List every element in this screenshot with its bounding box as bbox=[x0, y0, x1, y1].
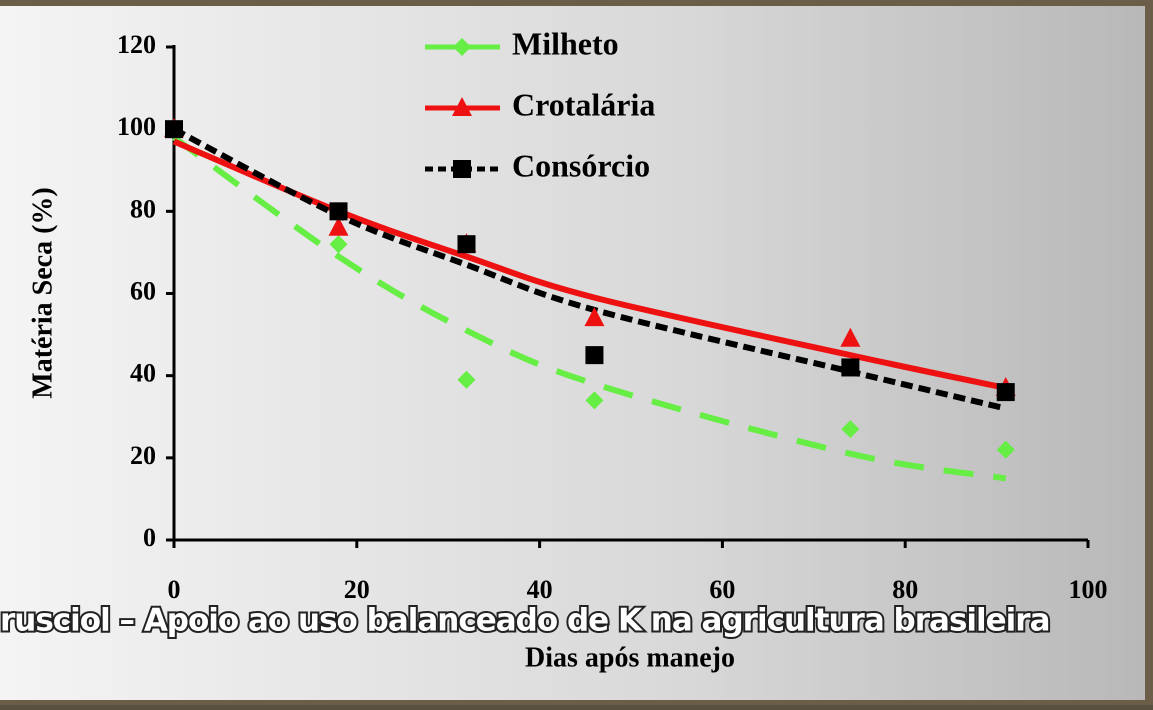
trend-line bbox=[172, 134, 1007, 482]
chart-panel bbox=[0, 6, 1145, 700]
data-point bbox=[996, 440, 1015, 459]
legend-label: Milheto bbox=[512, 25, 619, 61]
data-point bbox=[840, 327, 861, 347]
x-tick-label: 80 bbox=[892, 575, 918, 604]
y-tick-label: 20 bbox=[130, 441, 156, 470]
y-axis-title: Matéria Seca (%) bbox=[27, 187, 58, 398]
data-point bbox=[585, 346, 604, 365]
legend-label: Crotalária bbox=[512, 86, 655, 122]
data-point bbox=[329, 235, 348, 254]
y-tick-label: 0 bbox=[143, 523, 156, 552]
data-point bbox=[841, 420, 860, 439]
x-tick-label: 0 bbox=[168, 575, 181, 604]
data-point bbox=[584, 307, 605, 327]
data-point bbox=[329, 202, 348, 221]
x-tick-label: 60 bbox=[709, 575, 735, 604]
x-tick-label: 40 bbox=[527, 575, 553, 604]
x-tick-label: 100 bbox=[1069, 575, 1108, 604]
trend-line bbox=[172, 126, 1007, 412]
legend-marker bbox=[453, 38, 471, 56]
data-point bbox=[996, 383, 1015, 402]
legend-marker bbox=[452, 97, 472, 116]
data-point bbox=[585, 391, 604, 410]
y-tick-label: 80 bbox=[130, 194, 156, 223]
x-tick-label: 20 bbox=[344, 575, 370, 604]
data-point bbox=[328, 216, 349, 236]
data-point bbox=[457, 370, 476, 389]
data-point bbox=[841, 358, 860, 377]
y-tick-label: 100 bbox=[117, 112, 156, 141]
y-tick-label: 120 bbox=[117, 30, 156, 59]
trend-line bbox=[172, 138, 1007, 391]
legend-marker bbox=[453, 160, 471, 178]
y-tick-label: 60 bbox=[130, 276, 156, 305]
y-tick-label: 40 bbox=[130, 359, 156, 388]
x-axis-title: Dias após manejo bbox=[525, 642, 735, 673]
data-point bbox=[165, 120, 183, 139]
legend-label: Consórcio bbox=[512, 147, 650, 183]
caption: rusciol – Apoio ao uso balanceado de K n… bbox=[0, 603, 1050, 639]
data-point bbox=[457, 235, 476, 254]
